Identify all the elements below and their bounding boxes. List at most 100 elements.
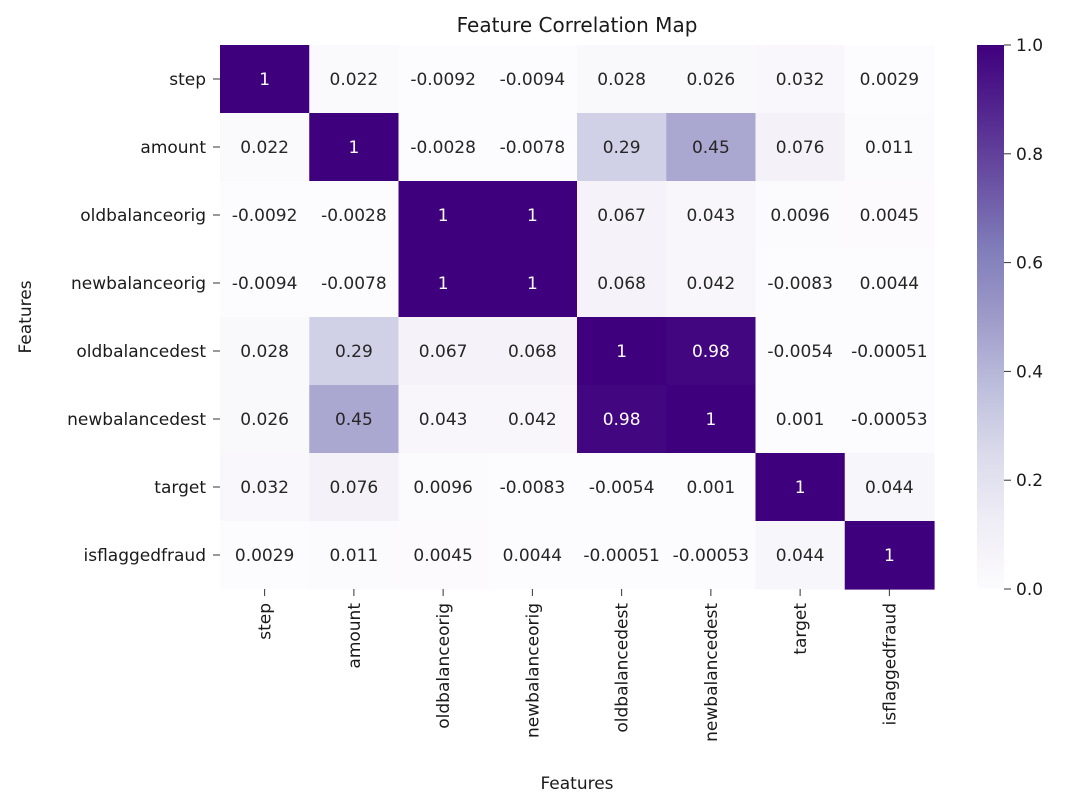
- cell-value-label: 0.068: [508, 342, 557, 362]
- cell-value-label: 0.0096: [770, 206, 829, 226]
- heatmap-cell: [309, 317, 400, 386]
- column-tick-label: oldbalanceorig: [434, 603, 454, 729]
- cell-value-label: -0.0028: [321, 206, 387, 226]
- colorbar-tick-label: 0.0: [1016, 580, 1043, 600]
- column-tick-label: amount: [345, 603, 365, 669]
- cell-value-label: 1: [884, 546, 895, 566]
- cell-value-label: 0.076: [776, 138, 825, 158]
- heatmap-cell: [487, 45, 578, 114]
- heatmap-cell: [220, 249, 310, 318]
- heatmap-cell: [398, 181, 489, 250]
- heatmap-cell: [398, 385, 489, 454]
- heatmap-cell: [398, 113, 489, 182]
- heatmap-cell: [487, 453, 578, 522]
- cell-value-label: 0.0029: [235, 546, 294, 566]
- heatmap-cell: [755, 113, 846, 182]
- heatmap-cell: [487, 317, 578, 386]
- cell-value-label: 0.026: [687, 70, 736, 90]
- row-tick-label: step: [169, 70, 206, 90]
- cell-value-label: 0.043: [419, 410, 468, 430]
- cell-value-label: 0.042: [508, 410, 557, 430]
- cell-value-label: -0.0054: [589, 478, 655, 498]
- column-tick-label: newbalanceorig: [523, 603, 543, 738]
- heatmap-cell: [577, 45, 667, 114]
- heatmap-cells: 1 0.022 -0.0092 -0.0094 0.028 0.026 0.032 0.002…: [220, 45, 935, 590]
- cell-value-label: -0.00051: [851, 342, 927, 362]
- cell-value-label: 0.043: [687, 206, 736, 226]
- heatmap-cell: [309, 453, 400, 522]
- cell-value-label: -0.0078: [500, 138, 566, 158]
- heatmap-cell: [666, 113, 757, 182]
- cell-value-label: 0.98: [603, 410, 641, 430]
- cell-value-label: 1: [438, 274, 449, 294]
- cell-value-label: -0.0078: [321, 274, 387, 294]
- cell-value-label: 0.032: [776, 70, 825, 90]
- cell-value-label: -0.00051: [583, 546, 659, 566]
- cell-value-label: -0.0054: [767, 342, 833, 362]
- heatmap-cell: [398, 317, 489, 386]
- heatmap-cell: [844, 385, 935, 454]
- row-tick-label: newbalancedest: [67, 410, 206, 430]
- column-tick-label: target: [791, 603, 811, 655]
- heatmap-cell: [577, 181, 667, 250]
- cell-value-label: 0.29: [603, 138, 641, 158]
- column-tick-label: step: [256, 603, 276, 640]
- cell-value-label: 0.044: [776, 546, 825, 566]
- heatmap-cell: [844, 113, 935, 182]
- cell-value-label: 0.45: [335, 410, 373, 430]
- cell-value-label: 0.026: [240, 410, 289, 430]
- cell-value-label: 0.028: [240, 342, 289, 362]
- row-tick-labels: step amount oldbalanceorig newbalanceorig ol…: [67, 70, 220, 566]
- heatmap-cell: [666, 453, 757, 522]
- heatmap-cell: [487, 113, 578, 182]
- heatmap-cell: [220, 453, 310, 522]
- column-tick-label: oldbalancedest: [613, 603, 633, 733]
- cell-value-label: 0.068: [597, 274, 646, 294]
- cell-value-label: -0.0092: [410, 70, 476, 90]
- heatmap-cell: [398, 521, 489, 590]
- cell-value-label: 1: [616, 342, 627, 362]
- cell-value-label: 1: [705, 410, 716, 430]
- heatmap-cell: [577, 521, 667, 590]
- cell-value-label: 0.044: [865, 478, 914, 498]
- heatmap-cell: [577, 249, 667, 318]
- heatmap-cell: [309, 45, 400, 114]
- row-tick-label: target: [154, 478, 206, 498]
- colorbar-tick-label: 0.6: [1016, 254, 1043, 274]
- colorbar-tick-label: 0.2: [1016, 471, 1043, 491]
- cell-value-label: 0.022: [330, 70, 379, 90]
- cell-value-label: 1: [795, 478, 806, 498]
- heatmap-cell: [577, 453, 667, 522]
- heatmap-cell: [309, 249, 400, 318]
- heatmap-cell: [220, 113, 310, 182]
- heatmap-cell: [487, 385, 578, 454]
- cell-value-label: 0.032: [240, 478, 289, 498]
- row-tick-label: isflaggedfraud: [84, 546, 207, 566]
- heatmap-cell: [220, 385, 310, 454]
- heatmap-cell: [844, 521, 935, 590]
- cell-value-label: -0.00053: [851, 410, 927, 430]
- heatmap-cell: [398, 453, 489, 522]
- cell-value-label: -0.00053: [673, 546, 749, 566]
- cell-value-label: 0.29: [335, 342, 373, 362]
- heatmap-cell: [309, 521, 400, 590]
- heatmap-cell: [666, 181, 757, 250]
- cell-value-label: 1: [259, 70, 270, 90]
- cell-value-label: 0.067: [597, 206, 646, 226]
- heatmap-cell: [844, 453, 935, 522]
- heatmap-cell: [844, 249, 935, 318]
- cell-value-label: 0.0044: [860, 274, 919, 294]
- row-tick-label: oldbalanceorig: [80, 206, 206, 226]
- cell-value-label: 0.076: [330, 478, 379, 498]
- cell-value-label: -0.0094: [232, 274, 298, 294]
- cell-value-label: 0.042: [687, 274, 736, 294]
- heatmap-cell: [220, 521, 310, 590]
- heatmap-cell: [577, 113, 667, 182]
- colorbar-tick-label: 0.4: [1016, 362, 1043, 382]
- cell-value-label: 0.028: [597, 70, 646, 90]
- row-tick-label: newbalanceorig: [71, 274, 206, 294]
- heatmap-cell: [220, 181, 310, 250]
- row-tick-label: oldbalancedest: [76, 342, 206, 362]
- heatmap-cell: [666, 521, 757, 590]
